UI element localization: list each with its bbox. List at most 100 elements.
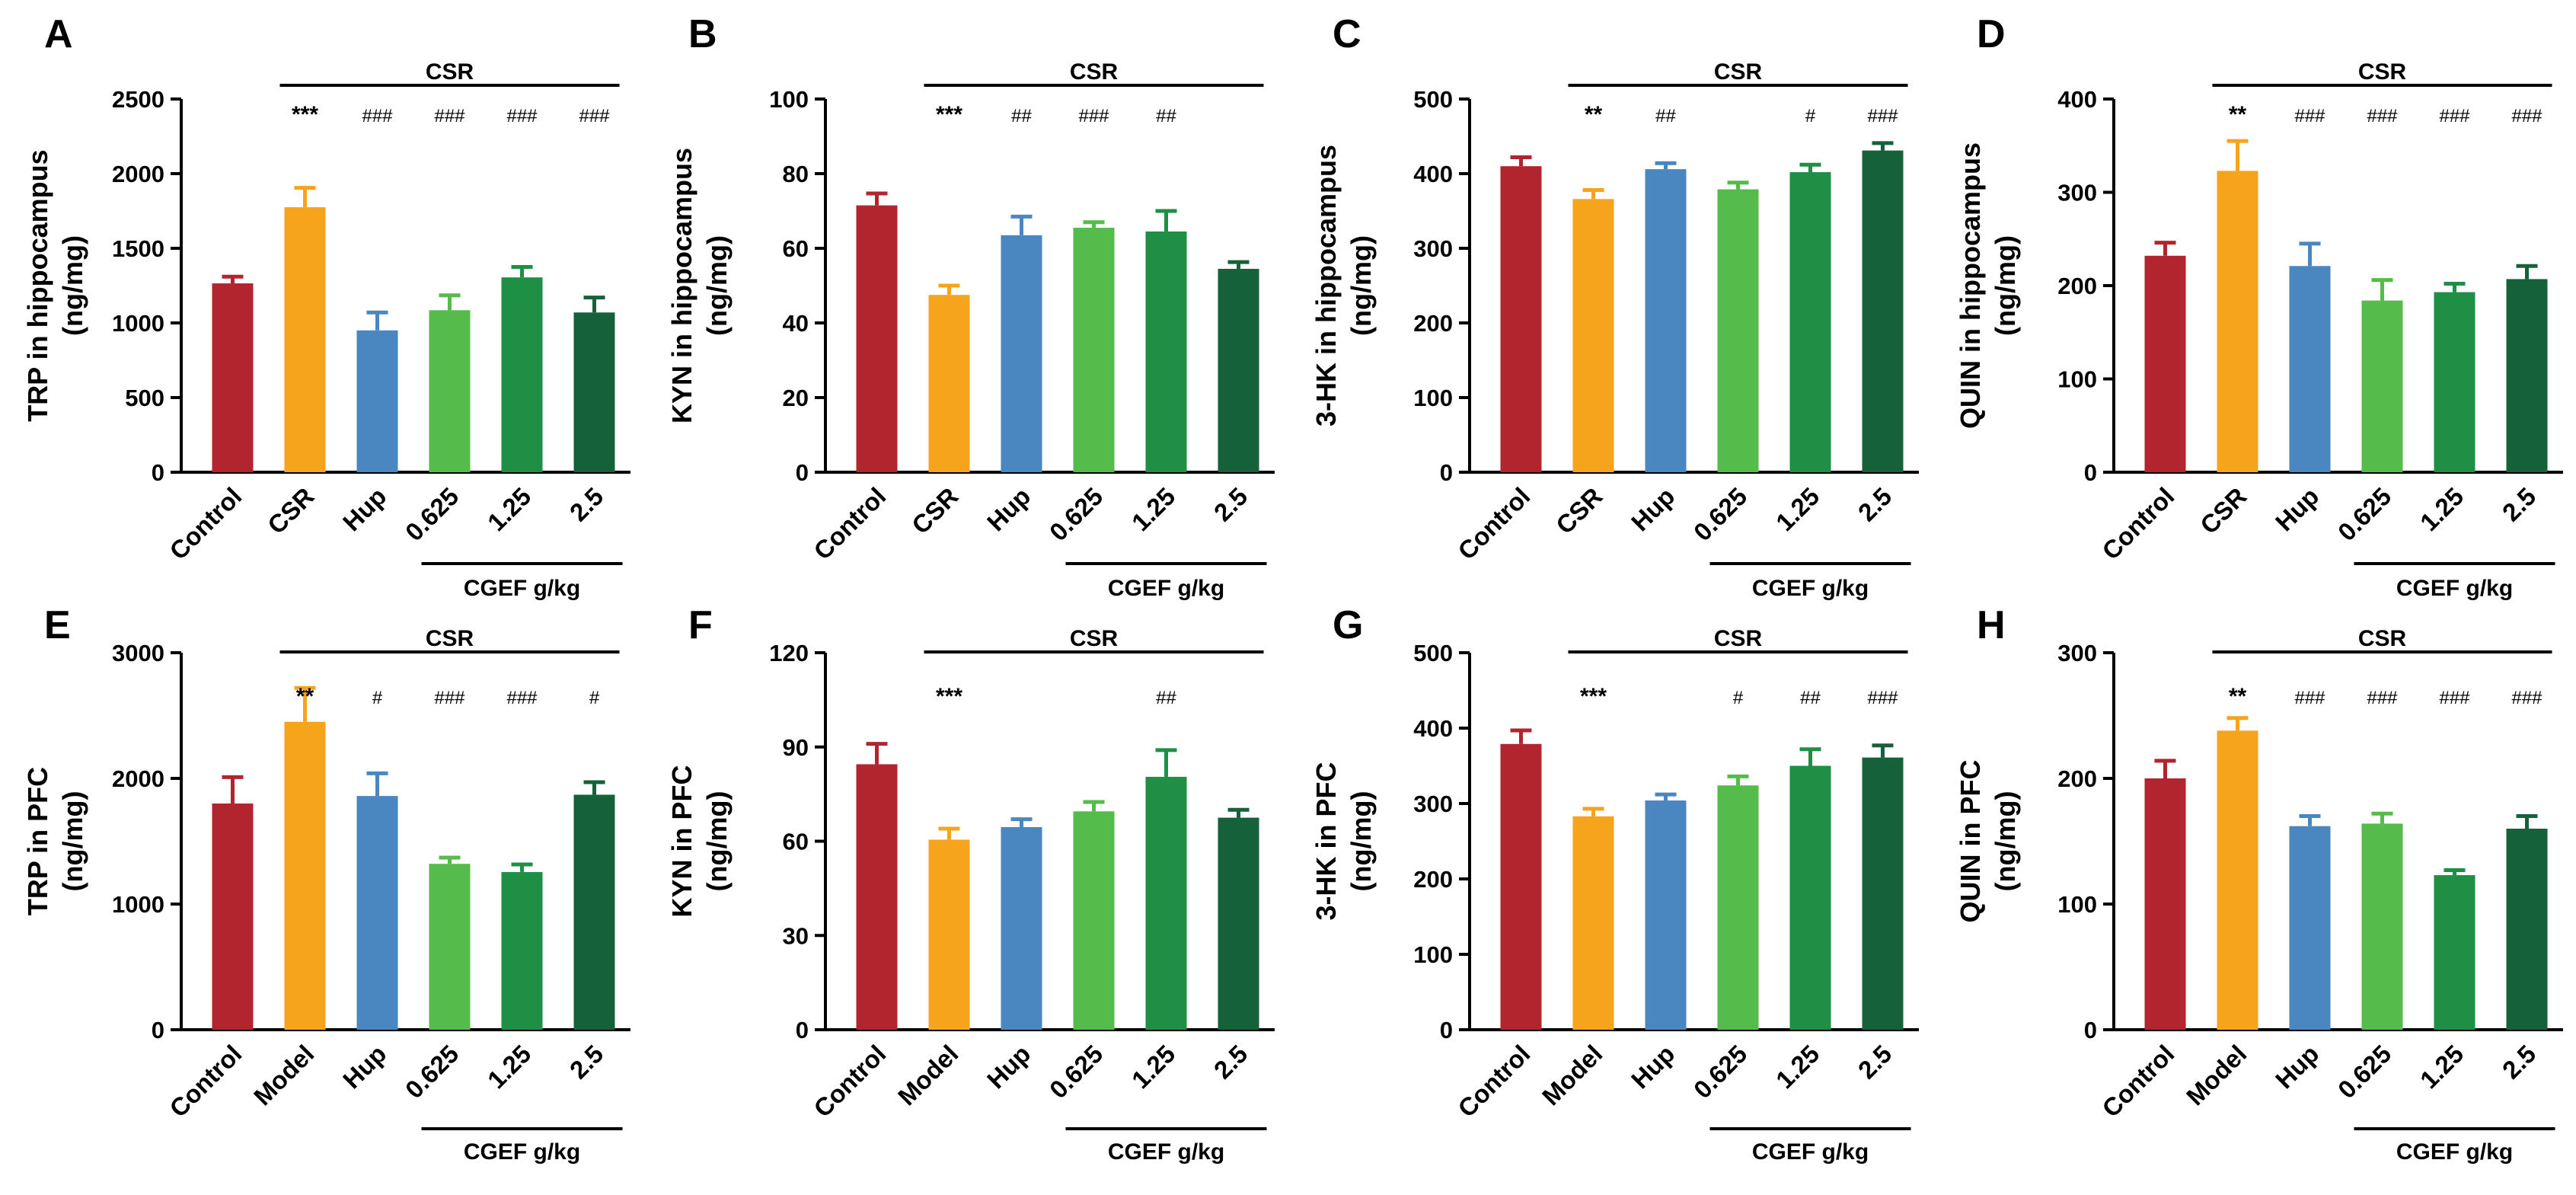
- y-tick-label: 1500: [112, 235, 164, 262]
- significance-marker: ###: [362, 106, 393, 126]
- y-tick-label: 2000: [112, 161, 164, 187]
- bar-model: [284, 721, 326, 1030]
- y-tick-label: 200: [1413, 866, 1453, 893]
- y-tick-label: 400: [1413, 161, 1453, 187]
- y-tick-label: 1000: [112, 310, 164, 337]
- y-axis-label-line2: (ng/mg): [701, 235, 733, 336]
- y-tick-label: 2500: [112, 86, 164, 113]
- y-axis-label-line2: (ng/mg): [1990, 791, 2021, 892]
- significance-marker: ***: [936, 684, 962, 709]
- panel-letter: G: [1333, 603, 1363, 647]
- y-axis-label: KYN in PFC (ng/mg): [666, 765, 733, 917]
- bar-0-625: [429, 310, 471, 472]
- y-tick-label: 1000: [112, 891, 164, 918]
- x-tick-label: Hup: [1626, 1040, 1681, 1094]
- y-axis-label: TRP in hippocampus (ng/mg): [22, 149, 88, 421]
- panel-d: D QUIN in hippocampus (ng/mg) 0 100 200 300 400…: [1955, 12, 2563, 601]
- y-tick-label: 200: [2057, 765, 2097, 792]
- bottom-bracket-label: CGEF g/kg: [464, 576, 580, 601]
- bottom-bracket-label: CGEF g/kg: [464, 1139, 580, 1165]
- panel-c: C 3-HK in hippocampus (ng/mg) 0 100 200 300 400…: [1310, 12, 1919, 601]
- x-tick-label: 1.25: [1770, 1040, 1825, 1094]
- y-axis-label-line2: (ng/mg): [57, 791, 88, 892]
- bar-csr: [928, 295, 970, 472]
- y-axis-label: TRP in PFC (ng/mg): [22, 767, 88, 915]
- top-bracket-label: CSR: [1714, 626, 1763, 651]
- y-tick-label: 100: [769, 86, 809, 113]
- x-tick-label: 1.25: [1126, 1040, 1181, 1094]
- y-tick-label: 200: [2057, 273, 2097, 299]
- y-axis-label-line1: TRP in hippocampus: [22, 149, 53, 421]
- y-tick-label: 500: [125, 385, 164, 411]
- x-tick-label: Hup: [982, 482, 1036, 537]
- y-tick-label: 2000: [112, 765, 164, 792]
- x-tick-label: 2.5: [1853, 1040, 1898, 1085]
- x-tick-label: Control: [1452, 482, 1535, 565]
- x-tick-label: Model: [1537, 1040, 1608, 1111]
- top-bracket-label: CSR: [1070, 59, 1119, 85]
- panel-g: G 3-HK in PFC (ng/mg) 0 100 200 300 400 500 Contr…: [1310, 603, 1919, 1165]
- significance-marker: ###: [506, 688, 538, 708]
- bar-0-625: [1717, 189, 1759, 472]
- x-tick-label: 0.625: [400, 1040, 464, 1104]
- bar-0-625: [2361, 300, 2403, 472]
- y-tick-label: 80: [783, 161, 809, 187]
- y-tick-label: 20: [783, 385, 809, 411]
- significance-marker: ###: [1867, 106, 1898, 126]
- x-tick-label: Control: [164, 482, 247, 565]
- x-tick-label: 2.5: [2497, 482, 2542, 527]
- significance-marker: ###: [2367, 106, 2398, 126]
- top-bracket-label: CSR: [426, 626, 474, 651]
- bar-hup: [1645, 800, 1687, 1030]
- y-tick-label: 300: [2057, 180, 2097, 206]
- significance-marker: ###: [2294, 688, 2325, 708]
- significance-marker: ##: [1011, 106, 1032, 126]
- bar-0-625: [429, 864, 471, 1030]
- bar-hup: [1001, 235, 1042, 472]
- y-tick-label: 120: [769, 640, 809, 666]
- y-axis-label-line1: TRP in PFC: [22, 767, 53, 915]
- y-tick-label: 30: [783, 922, 809, 949]
- bar-control: [856, 764, 898, 1030]
- panel-b: B KYN in hippocampus (ng/mg) 0 20 40 60 80 100 Co…: [666, 12, 1275, 601]
- bar-2-5: [573, 312, 615, 472]
- x-tick-label: 0.625: [1688, 1040, 1753, 1104]
- bar-control: [212, 804, 254, 1030]
- significance-marker: ##: [1655, 106, 1676, 126]
- y-axis-label-line2: (ng/mg): [701, 791, 733, 892]
- x-tick-label: 0.625: [2332, 482, 2397, 547]
- significance-marker: ###: [2294, 106, 2325, 126]
- bar-csr: [1572, 199, 1614, 472]
- bar-2-5: [573, 794, 615, 1030]
- x-tick-label: 1.25: [482, 1040, 537, 1094]
- bottom-bracket-label: CGEF g/kg: [1108, 576, 1224, 601]
- x-tick-label: Hup: [982, 1040, 1036, 1094]
- significance-marker: ###: [579, 106, 610, 126]
- bar-1-25: [1789, 172, 1831, 473]
- x-tick-label: 1.25: [2415, 1040, 2469, 1094]
- y-tick-label: 60: [783, 829, 809, 855]
- significance-marker: #: [1733, 688, 1744, 708]
- y-tick-label: 400: [2057, 86, 2097, 113]
- x-tick-label: Hup: [2270, 1040, 2325, 1094]
- top-bracket-label: CSR: [2358, 626, 2407, 651]
- y-tick-label: 200: [1413, 310, 1453, 337]
- bar-2-5: [1862, 150, 1904, 472]
- x-tick-label: 0.625: [400, 482, 464, 547]
- x-tick-label: 1.25: [1126, 482, 1181, 537]
- x-tick-label: 1.25: [482, 482, 537, 537]
- x-tick-label: 2.5: [2497, 1040, 2542, 1085]
- bar-csr: [2217, 171, 2258, 472]
- bar-2-5: [1218, 817, 1259, 1030]
- panel-f: F KYN in PFC (ng/mg) 0 30 60 90 120 Control *** Mo…: [666, 603, 1275, 1165]
- x-tick-label: Hup: [337, 1040, 392, 1094]
- panel-e: E TRP in PFC (ng/mg) 0 1000 2000 3000 Control **…: [22, 603, 630, 1165]
- y-tick-label: 500: [1413, 86, 1453, 113]
- bar-control: [2144, 778, 2186, 1030]
- significance-marker: ###: [2439, 106, 2470, 126]
- panel-letter: C: [1333, 12, 1361, 56]
- x-tick-label: 2.5: [1853, 482, 1898, 527]
- panel-letter: D: [1977, 12, 2006, 56]
- panel-letter: B: [688, 12, 717, 56]
- y-tick-label: 0: [1440, 459, 1453, 486]
